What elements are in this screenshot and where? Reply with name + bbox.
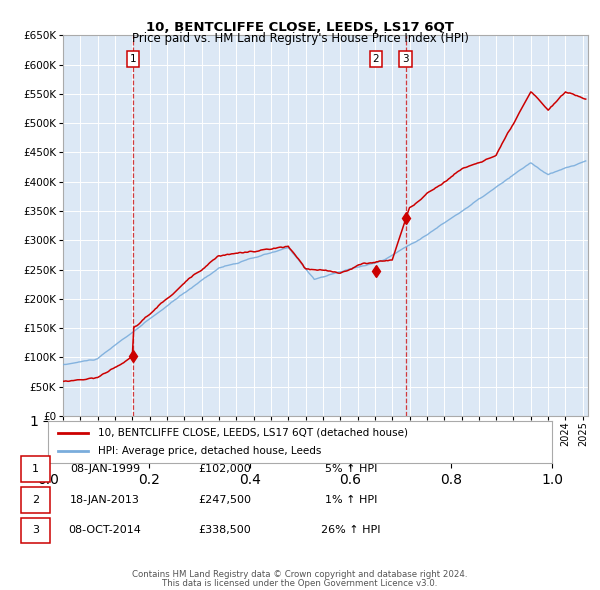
Text: Contains HM Land Registry data © Crown copyright and database right 2024.: Contains HM Land Registry data © Crown c…: [132, 571, 468, 579]
Text: 08-OCT-2014: 08-OCT-2014: [68, 526, 142, 535]
Text: HPI: Average price, detached house, Leeds: HPI: Average price, detached house, Leed…: [98, 446, 322, 456]
Text: 26% ↑ HPI: 26% ↑ HPI: [321, 526, 381, 535]
Text: £102,000: £102,000: [199, 464, 251, 474]
Text: 1: 1: [130, 54, 136, 64]
Text: 10, BENTCLIFFE CLOSE, LEEDS, LS17 6QT: 10, BENTCLIFFE CLOSE, LEEDS, LS17 6QT: [146, 21, 454, 34]
Text: £247,500: £247,500: [199, 495, 251, 504]
Text: 18-JAN-2013: 18-JAN-2013: [70, 495, 140, 504]
Text: 5% ↑ HPI: 5% ↑ HPI: [325, 464, 377, 474]
Text: 1% ↑ HPI: 1% ↑ HPI: [325, 495, 377, 504]
Text: This data is licensed under the Open Government Licence v3.0.: This data is licensed under the Open Gov…: [163, 579, 437, 588]
Text: 08-JAN-1999: 08-JAN-1999: [70, 464, 140, 474]
Text: 2: 2: [32, 495, 39, 504]
Text: 3: 3: [402, 54, 409, 64]
Text: Price paid vs. HM Land Registry's House Price Index (HPI): Price paid vs. HM Land Registry's House …: [131, 32, 469, 45]
Text: £338,500: £338,500: [199, 526, 251, 535]
Text: 1: 1: [32, 464, 39, 474]
Text: 2: 2: [373, 54, 379, 64]
Text: 10, BENTCLIFFE CLOSE, LEEDS, LS17 6QT (detached house): 10, BENTCLIFFE CLOSE, LEEDS, LS17 6QT (d…: [98, 428, 409, 438]
Text: 3: 3: [32, 526, 39, 535]
